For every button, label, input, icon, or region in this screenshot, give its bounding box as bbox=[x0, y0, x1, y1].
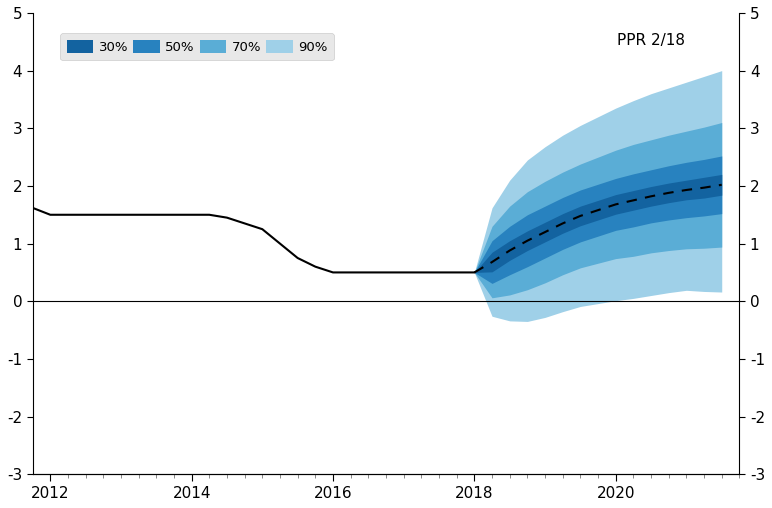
Legend: 30%, 50%, 70%, 90%: 30%, 50%, 70%, 90% bbox=[60, 34, 334, 60]
Text: PPR 2/18: PPR 2/18 bbox=[617, 33, 685, 48]
